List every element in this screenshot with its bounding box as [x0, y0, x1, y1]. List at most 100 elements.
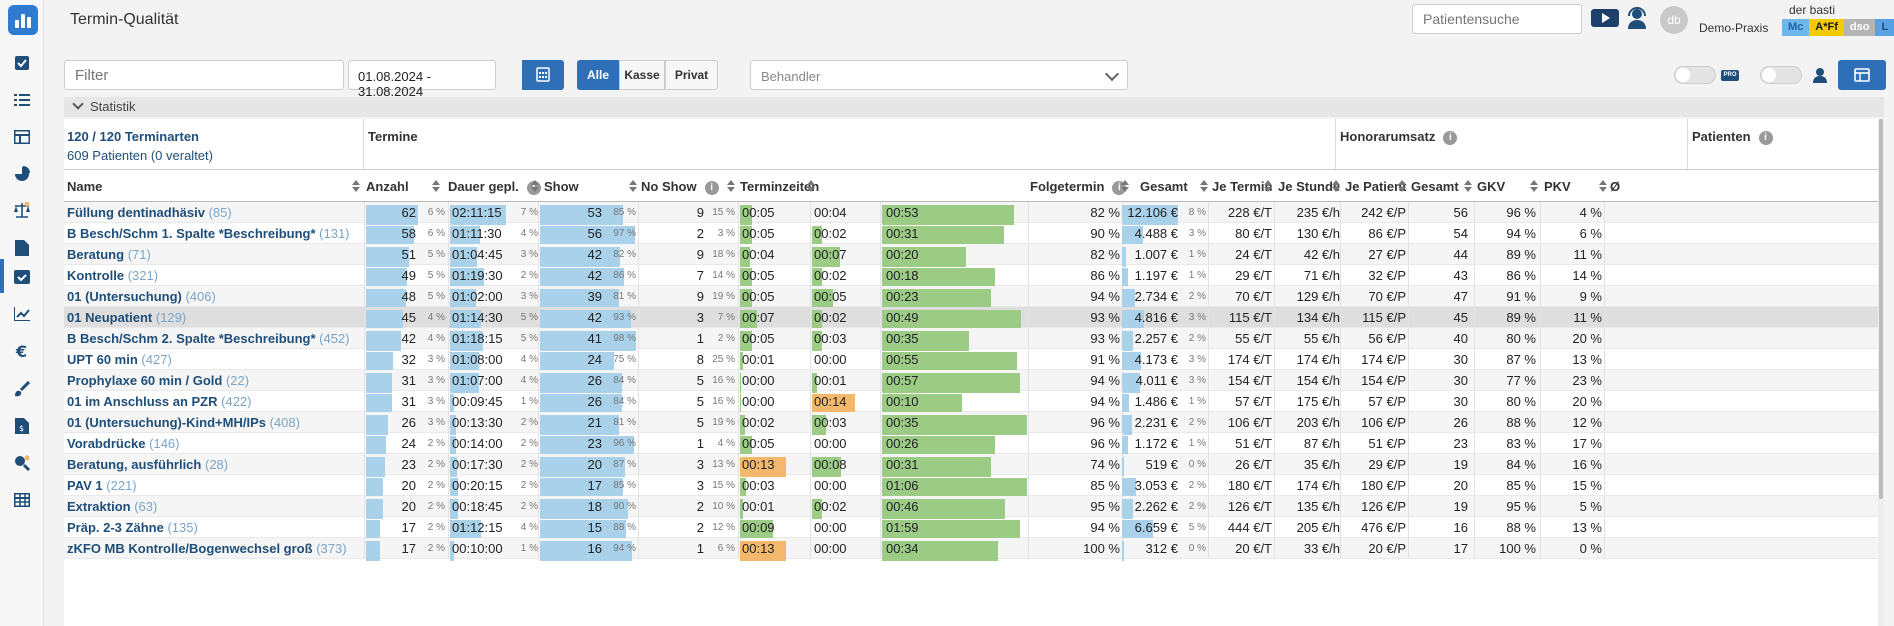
sort-icon[interactable] — [629, 180, 637, 192]
app-logo-icon[interactable] — [8, 5, 38, 35]
terminart-name[interactable]: Füllung dentinadhäsiv (85) — [67, 202, 364, 228]
table-row[interactable]: Beratung, ausführlich (28) 23 2 % 00:17:30 2… — [64, 454, 1884, 477]
patient-search-input[interactable] — [1412, 4, 1582, 34]
terminart-name[interactable]: Beratung, ausführlich (28) — [67, 454, 364, 480]
line-chart-icon[interactable] — [12, 304, 32, 324]
grid-table-icon[interactable] — [12, 490, 32, 510]
col-show[interactable]: Show — [544, 179, 579, 194]
document-icon[interactable] — [12, 238, 32, 258]
col-noshow[interactable]: No Show i — [641, 179, 719, 195]
sort-icon[interactable] — [1398, 180, 1406, 192]
sort-icon[interactable] — [531, 180, 539, 192]
search-analysis-icon[interactable] — [12, 453, 32, 473]
table-row[interactable]: 01 im Anschluss an PZR (422) 31 3 % 00:09:4… — [64, 391, 1884, 414]
noshow-pct: 2 % — [717, 333, 735, 344]
table-row[interactable]: 01 Neupatient (129) 45 4 % 01:14:30 5 % 42 93 … — [64, 307, 1884, 330]
info-icon[interactable]: i — [1443, 130, 1458, 145]
col-overflow[interactable]: Ø — [1610, 179, 1621, 194]
table-row[interactable]: Füllung dentinadhäsiv (85) 62 6 % 02:11:15 7… — [64, 202, 1884, 225]
sort-icon[interactable] — [432, 180, 440, 192]
terminart-name[interactable]: B Besch/Schm 2. Spalte *Beschreibung* (4… — [67, 328, 364, 354]
terminart-name[interactable]: 01 im Anschluss an PZR (422) — [67, 391, 364, 417]
table-view-button[interactable] — [1838, 60, 1886, 90]
pkv-value: 0 % — [1579, 541, 1602, 556]
brush-icon[interactable] — [12, 379, 32, 399]
col-dauer[interactable]: Dauer gepl. i — [448, 179, 541, 195]
statistik-section-toggle[interactable]: Statistik — [64, 97, 1884, 117]
table-row[interactable]: Beratung (71) 51 5 % 01:04:45 3 % 42 82 % 9 18 %… — [64, 244, 1884, 267]
behandler-select[interactable]: Behandler — [750, 60, 1128, 90]
sort-icon[interactable] — [352, 180, 360, 192]
terminart-name[interactable]: zKFO MB Kontrolle/Bogenwechsel groß (373… — [67, 538, 364, 564]
support-headset-icon[interactable] — [1624, 5, 1650, 31]
table-row[interactable]: PAV 1 (221) 20 2 % 00:20:15 2 % 17 85 % 3 15 % 00… — [64, 475, 1884, 498]
sort-icon[interactable] — [1599, 180, 1607, 192]
pkv-value: 11 % — [1573, 247, 1602, 262]
terminart-name[interactable]: Prophylaxe 60 min / Gold (22) — [67, 370, 364, 396]
balance-scale-icon[interactable] — [12, 200, 32, 220]
calendar-check-icon[interactable] — [12, 266, 32, 286]
terminart-name[interactable]: PAV 1 (221) — [67, 475, 364, 501]
terminart-name[interactable]: 01 (Untersuchung)-Kind+MH/IPs (408) — [67, 412, 364, 438]
invoice-icon[interactable]: $ — [12, 416, 32, 436]
sort-icon[interactable] — [807, 180, 815, 192]
col-terminzeiten[interactable]: Terminzeiten — [740, 179, 820, 194]
sort-icon[interactable] — [727, 180, 735, 192]
terminart-name[interactable]: Kontrolle (321) — [67, 265, 364, 291]
euro-icon[interactable]: € — [12, 341, 32, 361]
terminart-name[interactable]: Beratung (71) — [67, 244, 364, 270]
table-row[interactable]: Vorabdrücke (146) 24 2 % 00:14:00 2 % 23 96 % 1… — [64, 433, 1884, 456]
play-button[interactable] — [1591, 9, 1619, 27]
table-row[interactable]: Extraktion (63) 20 2 % 00:18:45 2 % 18 90 % 2 10… — [64, 496, 1884, 519]
col-pkv[interactable]: PKV — [1544, 179, 1571, 194]
col-name[interactable]: Name — [67, 179, 103, 194]
col-anzahl[interactable]: Anzahl — [366, 179, 409, 194]
sort-icon[interactable] — [1121, 180, 1129, 192]
col-je-stunde[interactable]: Je Stunde — [1278, 179, 1341, 194]
table-row[interactable]: UPT 60 min (427) 32 3 % 01:08:00 4 % 24 75 % 8 2… — [64, 349, 1884, 372]
col-je-termin[interactable]: Je Termin — [1212, 179, 1273, 194]
segment-kasse[interactable]: Kasse — [619, 60, 665, 90]
pie-chart-icon[interactable] — [12, 164, 32, 184]
list-icon[interactable] — [12, 90, 32, 110]
table-row[interactable]: B Besch/Schm 1. Spalte *Beschreibung* (1… — [64, 223, 1884, 246]
sort-icon[interactable] — [1530, 180, 1538, 192]
pro-toggle[interactable] — [1674, 66, 1716, 84]
table-row[interactable]: Prophylaxe 60 min / Gold (22) 31 3 % 01:07:… — [64, 370, 1884, 393]
sort-icon[interactable] — [1264, 180, 1272, 192]
sort-icon[interactable] — [1332, 180, 1340, 192]
column-divider — [1540, 349, 1541, 369]
table-row[interactable]: 01 (Untersuchung)-Kind+MH/IPs (408) 26 3 %… — [64, 412, 1884, 435]
terminart-name[interactable]: 01 Neupatient (129) — [67, 307, 364, 333]
table-row[interactable]: B Besch/Schm 2. Spalte *Beschreibung* (4… — [64, 328, 1884, 351]
table-row[interactable]: Kontrolle (321) 49 5 % 01:19:30 2 % 42 86 % 7 14… — [64, 265, 1884, 288]
filter-input[interactable] — [64, 60, 344, 90]
sort-icon[interactable] — [1200, 180, 1208, 192]
segment-privat[interactable]: Privat — [665, 60, 718, 90]
sort-icon[interactable] — [1464, 180, 1472, 192]
terminart-name[interactable]: Vorabdrücke (146) — [67, 433, 364, 459]
table-row[interactable]: 01 (Untersuchung) (406) 48 5 % 01:02:00 3 % 3… — [64, 286, 1884, 309]
col-gkv[interactable]: GKV — [1477, 179, 1506, 194]
col-gesamt[interactable]: Gesamt — [1140, 179, 1188, 194]
col-je-patient[interactable]: Je Patient — [1345, 179, 1407, 194]
segment-alle[interactable]: Alle — [577, 60, 619, 90]
checkbox-icon[interactable] — [12, 53, 32, 73]
terminart-name[interactable]: UPT 60 min (427) — [67, 349, 364, 375]
terminart-name[interactable]: B Besch/Schm 1. Spalte *Beschreibung* (1… — [67, 223, 364, 249]
info-icon[interactable]: i — [1758, 130, 1773, 145]
col-patienten-gesamt[interactable]: Gesamt — [1411, 179, 1459, 194]
secondary-toggle[interactable] — [1760, 66, 1802, 84]
avatar[interactable]: db — [1660, 6, 1688, 34]
calendar-button[interactable] — [522, 60, 564, 90]
vertical-scrollbar[interactable] — [1878, 119, 1884, 626]
col-folgetermin[interactable]: Folgetermin i — [1030, 179, 1127, 195]
table-icon[interactable] — [12, 127, 32, 147]
terminart-name[interactable]: 01 (Untersuchung) (406) — [67, 286, 364, 312]
terminart-name[interactable]: Präp. 2-3 Zähne (135) — [67, 517, 364, 543]
table-row[interactable]: zKFO MB Kontrolle/Bogenwechsel groß (373… — [64, 538, 1884, 561]
terminart-name[interactable]: Extraktion (63) — [67, 496, 364, 522]
table-row[interactable]: Präp. 2-3 Zähne (135) 17 2 % 01:12:15 4 % 15 8… — [64, 517, 1884, 540]
date-range-field[interactable]: 01.08.2024 - 31.08.2024 — [348, 60, 496, 99]
info-icon[interactable]: i — [704, 180, 719, 195]
